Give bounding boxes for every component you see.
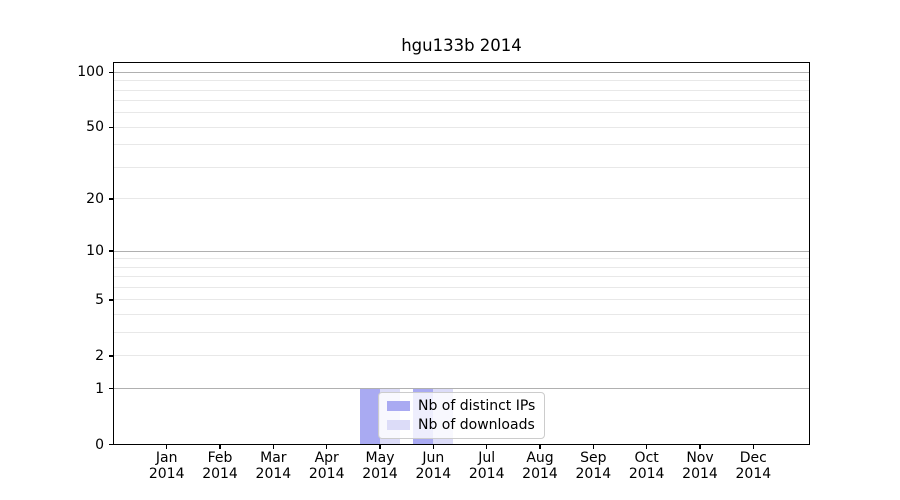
y-tick-label: 50 xyxy=(86,119,104,136)
x-tick-month: Jan xyxy=(155,450,178,466)
x-tick-mark xyxy=(272,444,274,449)
x-tick-label: Jul 2014 xyxy=(447,450,527,482)
minor-gridline xyxy=(114,100,809,102)
x-tick-month: Jun xyxy=(422,450,445,466)
x-tick-mark xyxy=(432,444,434,449)
x-tick-label: Aug 2014 xyxy=(500,450,580,482)
x-tick-year: 2014 xyxy=(202,465,238,482)
y-tick-mark xyxy=(109,198,113,200)
x-tick-label: Jun 2014 xyxy=(393,450,473,482)
x-tick-mark xyxy=(166,444,168,449)
x-tick-mark xyxy=(699,444,701,449)
legend-label-distinct-ips: Nb of distinct IPs xyxy=(418,398,536,414)
x-tick-month: Oct xyxy=(634,450,659,466)
x-tick-year: 2014 xyxy=(575,465,612,482)
x-tick-mark xyxy=(326,444,328,449)
x-tick-label: Dec 2014 xyxy=(713,450,793,482)
x-tick-year: 2014 xyxy=(255,465,292,482)
x-tick-label: Feb 2014 xyxy=(180,450,260,482)
x-tick-year: 2014 xyxy=(628,465,665,482)
minor-gridline xyxy=(114,80,809,82)
y-tick-label: 10 xyxy=(86,243,104,260)
x-tick-month: Feb xyxy=(207,450,233,466)
x-tick-month: Aug xyxy=(526,450,554,466)
legend-swatch-distinct-ips xyxy=(387,401,410,411)
minor-gridline xyxy=(114,126,809,128)
x-tick-mark xyxy=(752,444,754,449)
x-tick-year: 2014 xyxy=(682,465,718,482)
y-tick-mark xyxy=(109,299,113,301)
minor-gridline xyxy=(114,144,809,146)
x-tick-year: 2014 xyxy=(362,465,398,482)
minor-gridline xyxy=(114,266,809,268)
x-tick-mark xyxy=(539,444,541,449)
legend: Nb of distinct IPs Nb of downloads xyxy=(378,392,546,439)
x-tick-mark xyxy=(486,444,488,449)
x-tick-month: Nov xyxy=(686,450,714,466)
x-tick-label: Apr 2014 xyxy=(287,450,367,482)
y-tick-mark xyxy=(109,126,113,129)
y-tick-mark xyxy=(109,250,113,252)
y-tick-label: 2 xyxy=(95,347,104,364)
x-tick-label: Oct 2014 xyxy=(607,450,687,482)
y-tick-label: 20 xyxy=(86,190,104,207)
legend-swatch-downloads xyxy=(387,420,410,430)
minor-gridline xyxy=(114,332,809,334)
x-tick-year: 2014 xyxy=(522,465,558,482)
legend-label-downloads: Nb of downloads xyxy=(418,417,535,433)
y-tick-label: 0 xyxy=(95,436,104,453)
y-tick-mark xyxy=(109,443,113,446)
minor-gridline xyxy=(114,314,809,316)
x-tick-label: Mar 2014 xyxy=(233,450,313,482)
x-tick-month: Jul xyxy=(478,450,496,466)
y-tick-mark xyxy=(109,71,113,73)
y-tick-label: 100 xyxy=(77,64,104,81)
x-tick-year: 2014 xyxy=(308,465,345,482)
minor-gridline xyxy=(114,276,809,278)
bar-distinct-ips xyxy=(360,388,381,445)
major-gridline xyxy=(114,71,809,73)
chart-title: hgu133b 2014 xyxy=(401,36,522,55)
x-tick-month: Mar xyxy=(260,450,287,466)
minor-gridline xyxy=(114,89,809,91)
minor-gridline xyxy=(114,299,809,301)
x-tick-label: Nov 2014 xyxy=(660,450,740,482)
minor-gridline xyxy=(114,258,809,260)
x-tick-year: 2014 xyxy=(735,465,772,482)
x-tick-month: Apr xyxy=(314,450,339,466)
minor-gridline xyxy=(114,287,809,289)
minor-gridline xyxy=(114,112,809,114)
y-tick-mark xyxy=(109,355,113,357)
legend-item-downloads: Nb of downloads xyxy=(387,417,535,433)
x-tick-label: May 2014 xyxy=(340,450,420,482)
x-tick-mark xyxy=(379,444,381,449)
x-tick-mark xyxy=(592,444,594,449)
y-tick-label: 1 xyxy=(95,380,104,397)
x-tick-label: Sep 2014 xyxy=(553,450,633,482)
x-tick-month: Dec xyxy=(739,450,767,466)
minor-gridline xyxy=(114,355,809,357)
legend-item-distinct-ips: Nb of distinct IPs xyxy=(387,398,535,414)
x-tick-label: Jan 2014 xyxy=(127,450,207,482)
minor-gridline xyxy=(114,167,809,169)
major-gridline xyxy=(114,388,809,390)
x-tick-year: 2014 xyxy=(468,465,505,482)
x-tick-year: 2014 xyxy=(415,465,452,482)
y-tick-mark xyxy=(109,387,113,390)
x-tick-mark xyxy=(219,444,221,449)
y-tick-label: 5 xyxy=(95,291,104,308)
x-tick-year: 2014 xyxy=(148,465,185,482)
minor-gridline xyxy=(114,198,809,200)
x-tick-month: May xyxy=(365,450,395,466)
x-tick-mark xyxy=(646,444,648,449)
major-gridline xyxy=(114,250,809,252)
x-tick-month: Sep xyxy=(580,450,607,466)
